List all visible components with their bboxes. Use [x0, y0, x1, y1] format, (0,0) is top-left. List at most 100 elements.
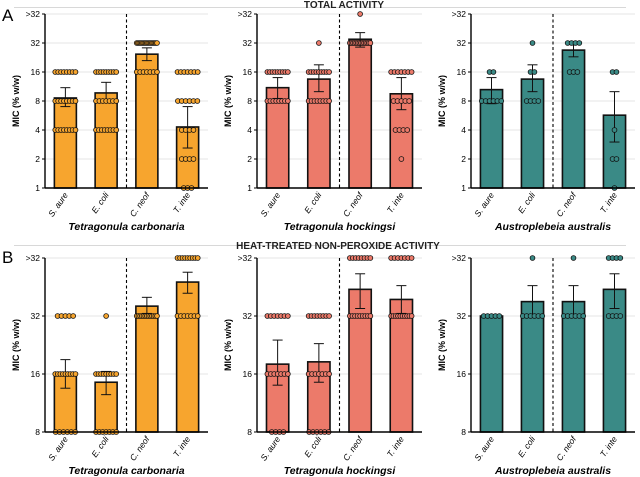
row-b-letter: B: [2, 248, 13, 267]
bar: [348, 288, 373, 433]
species-title: Austroplebeia australis: [494, 221, 611, 233]
data-point: [113, 127, 120, 133]
data-point: [498, 98, 505, 104]
y-tick-label: 32: [457, 311, 467, 321]
data-point: [194, 255, 201, 261]
data-point: [570, 255, 577, 261]
bar: [135, 305, 159, 433]
x-tick-label: C. neof: [128, 433, 153, 463]
data-point: [580, 313, 587, 319]
x-tick-label: S. aure: [46, 434, 70, 462]
species-title: Tetragonula carbonaria: [68, 221, 184, 233]
data-point: [613, 156, 620, 162]
data-point: [406, 98, 412, 104]
y-tick-label: 8: [35, 427, 40, 437]
data-point: [72, 127, 79, 133]
species-title: Tetragonula carbonaria: [68, 465, 184, 477]
x-tick-label: T. inte: [385, 190, 406, 215]
data-point: [398, 156, 405, 162]
bar: [94, 92, 118, 189]
y-tick-label: 8: [461, 427, 466, 437]
data-point: [113, 69, 120, 75]
y-tick-label: 16: [31, 67, 41, 77]
x-tick-label: E. coli: [89, 190, 111, 216]
data-point: [190, 156, 197, 162]
y-axis-label: MIC (% w/w): [437, 75, 447, 127]
x-tick-label: T. inte: [385, 434, 406, 459]
data-point: [190, 127, 197, 133]
x-tick-label: S. aure: [472, 190, 496, 218]
data-point: [285, 371, 291, 377]
bar: [520, 78, 545, 189]
data-point: [617, 255, 624, 261]
data-point: [490, 69, 497, 75]
data-point: [194, 98, 201, 104]
x-tick-label: E. coli: [89, 434, 111, 460]
panel-b-tetragonula-carbonaria: 8 16 32 >32 MIC (% w/w) S. aure E. coli C. neof…: [11, 253, 208, 477]
data-point: [285, 313, 291, 319]
y-tick-label: >32: [26, 9, 41, 19]
x-tick-label: E. coli: [302, 434, 324, 460]
y-axis-label: MIC (% w/w): [11, 319, 21, 371]
y-tick-label: >32: [238, 9, 253, 19]
data-point: [285, 98, 291, 104]
panel-b-austroplebeia-australis: 8 16 32 >32 MIC (% w/w) S. aure E. coli C. neof…: [437, 253, 635, 477]
panel-a-austroplebeia-australis: 1 2 4 8 16 32 >32 MIC (% w/w) S. aure E. coli C. n…: [437, 9, 635, 233]
data-point: [574, 69, 581, 75]
data-point: [316, 40, 322, 46]
data-point: [529, 255, 536, 261]
data-point: [326, 98, 332, 104]
data-point: [531, 69, 538, 75]
species-title: Tetragonula hockingsi: [284, 465, 397, 477]
y-axis-label: MIC (% w/w): [223, 319, 233, 371]
data-point: [154, 40, 160, 46]
data-point: [408, 313, 415, 319]
bar: [561, 300, 586, 433]
data-point: [72, 371, 79, 377]
y-axis-label: MIC (% w/w): [437, 319, 447, 371]
data-point: [367, 313, 374, 319]
data-point: [576, 40, 583, 46]
bar: [479, 88, 504, 189]
data-point: [539, 313, 546, 319]
data-point: [496, 313, 503, 319]
y-tick-label: 1: [35, 183, 40, 193]
data-point: [367, 255, 374, 261]
x-tick-label: C. neof: [128, 189, 153, 219]
y-tick-label: 16: [243, 67, 253, 77]
data-point: [617, 313, 624, 319]
row-a-letter: A: [2, 6, 14, 25]
bar: [389, 298, 414, 433]
x-tick-label: S. aure: [258, 434, 282, 462]
x-tick-label: C. neof: [554, 433, 579, 463]
y-tick-label: >32: [238, 253, 253, 263]
data-point: [194, 313, 201, 319]
y-tick-label: 16: [31, 369, 41, 379]
y-tick-label: 32: [457, 38, 467, 48]
y-axis-label: MIC (% w/w): [11, 75, 21, 127]
data-point: [326, 371, 332, 377]
x-tick-label: S. aure: [46, 190, 70, 218]
data-point: [70, 313, 76, 319]
data-point: [285, 69, 291, 75]
y-tick-label: 2: [461, 154, 466, 164]
y-tick-label: 4: [461, 125, 466, 135]
species-title: Austroplebeia australis: [494, 465, 611, 477]
x-tick-label: C. neof: [341, 433, 366, 463]
y-tick-label: 8: [35, 96, 40, 106]
bar: [175, 281, 200, 433]
data-point: [408, 255, 415, 261]
y-tick-label: 32: [31, 311, 41, 321]
bar: [602, 288, 627, 433]
chart-panels: 1 2 4 8 16 32 >32 MIC (% w/w) S. aure E. coli C. n…: [11, 9, 635, 477]
data-point: [611, 127, 618, 133]
x-tick-label: C. neof: [554, 189, 579, 219]
data-point: [113, 371, 120, 377]
y-tick-label: 8: [247, 427, 252, 437]
y-tick-label: >32: [452, 253, 467, 263]
x-tick-label: T. inte: [171, 190, 192, 215]
x-tick-label: T. inte: [171, 434, 192, 459]
y-tick-label: 2: [35, 154, 40, 164]
data-point: [357, 11, 363, 17]
